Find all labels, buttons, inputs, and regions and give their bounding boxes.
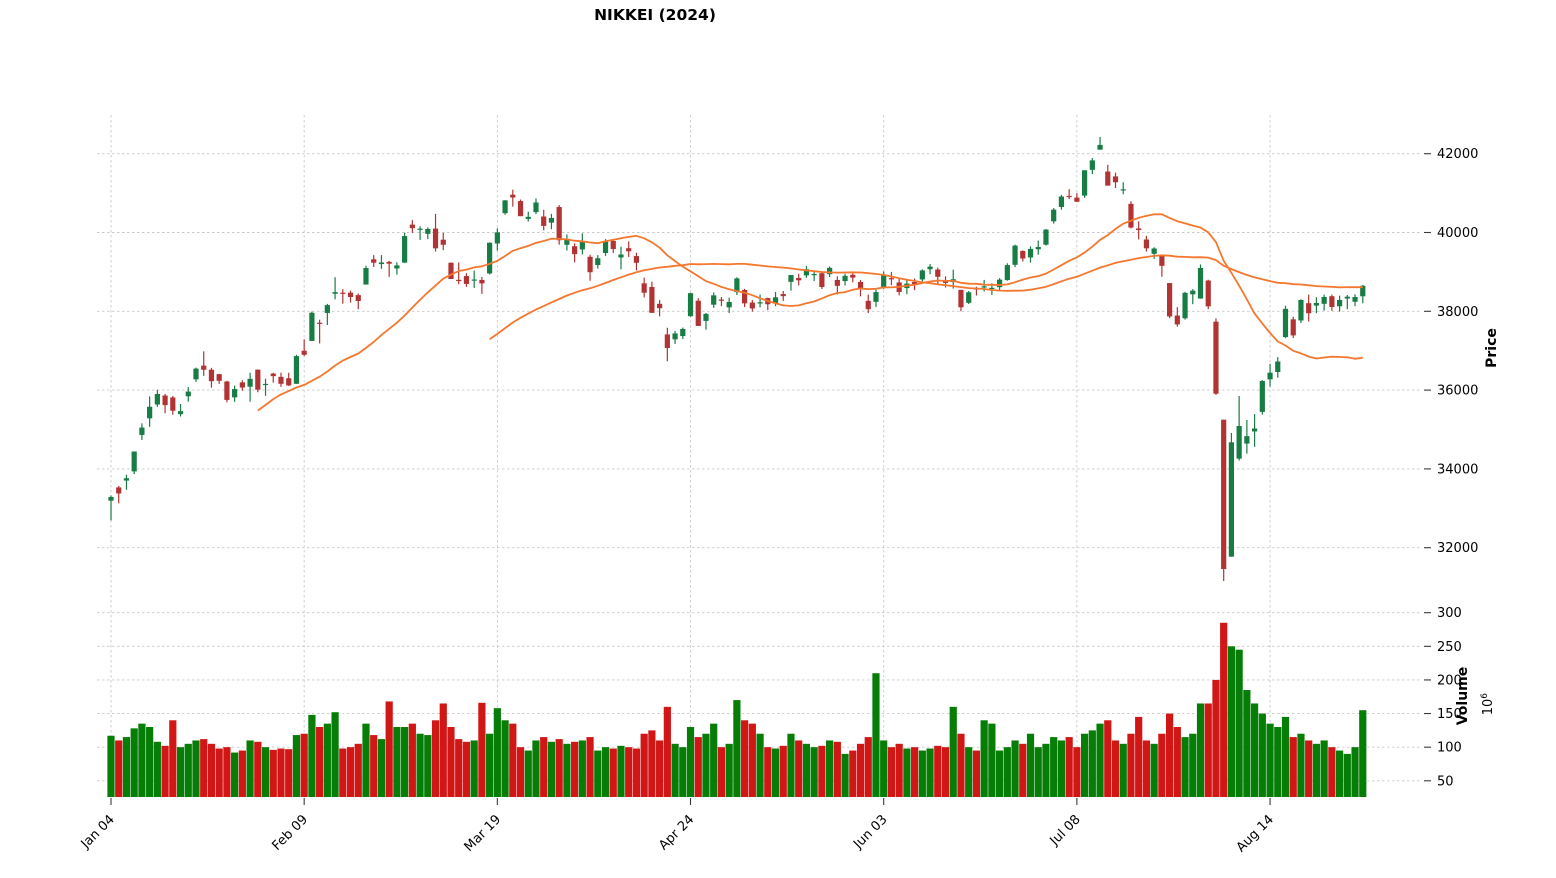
svg-text:42000: 42000 — [1437, 147, 1478, 162]
svg-text:38000: 38000 — [1437, 305, 1478, 320]
volume-unit-exponent: 6 — [1479, 693, 1490, 699]
ma-lines — [257, 213, 1363, 412]
svg-text:Jun 03: Jun 03 — [850, 812, 890, 852]
svg-text:34000: 34000 — [1437, 462, 1478, 477]
price-axis-label: Price — [1484, 328, 1500, 368]
svg-text:250: 250 — [1437, 640, 1462, 655]
svg-text:50: 50 — [1437, 774, 1454, 789]
volume-bars — [107, 622, 1367, 797]
volume-axis-label: Volume — [1455, 666, 1471, 726]
volume-unit-label: 106 — [1480, 682, 1496, 726]
svg-text:Mar 19: Mar 19 — [462, 812, 505, 855]
svg-text:36000: 36000 — [1437, 384, 1478, 399]
axis-ticks — [110, 153, 1431, 805]
svg-text:Feb 09: Feb 09 — [269, 812, 311, 854]
svg-text:100: 100 — [1437, 741, 1462, 756]
svg-text:150: 150 — [1437, 707, 1462, 722]
volume-unit-base: 10 — [1481, 698, 1497, 716]
svg-text:Jan 04: Jan 04 — [78, 812, 118, 852]
chart-title: NIKKEI (2024) — [594, 6, 716, 24]
ma-20-line — [257, 213, 1363, 412]
svg-text:40000: 40000 — [1437, 226, 1478, 241]
svg-text:32000: 32000 — [1437, 541, 1478, 556]
svg-text:Apr 24: Apr 24 — [656, 812, 697, 853]
svg-text:Jul 08: Jul 08 — [1047, 812, 1084, 849]
candlesticks — [108, 136, 1366, 581]
svg-text:200: 200 — [1437, 673, 1462, 688]
svg-text:300: 300 — [1437, 606, 1462, 621]
svg-text:Aug 14: Aug 14 — [1234, 812, 1277, 855]
ma-50-line — [489, 254, 1363, 340]
